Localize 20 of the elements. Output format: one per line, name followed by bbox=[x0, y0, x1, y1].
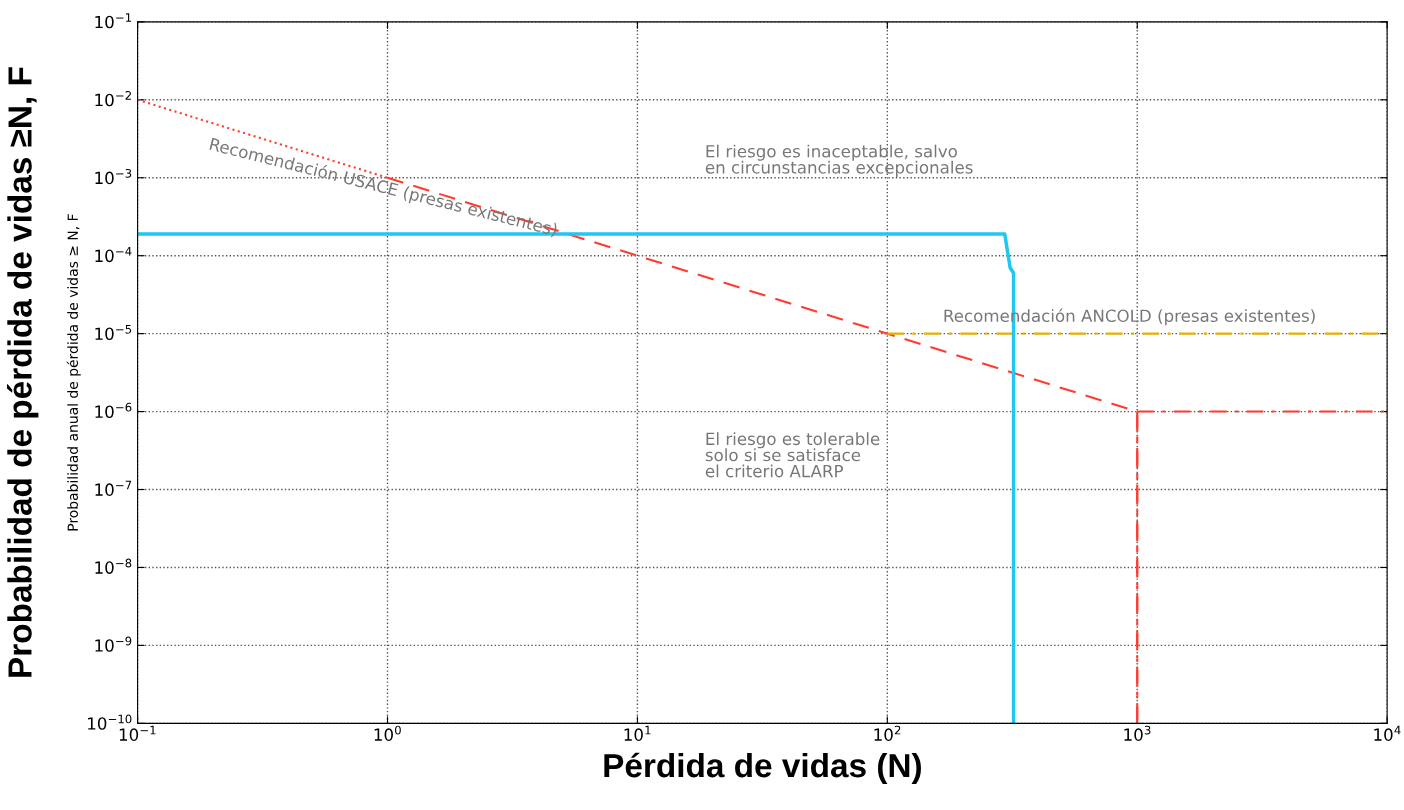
x-tick-label: 10$^{0}$ bbox=[374, 725, 401, 741]
x-tick-label: 10$^{2}$ bbox=[874, 725, 901, 741]
y-tick-label: 10$^{−2}$ bbox=[95, 90, 131, 107]
x-tick-label: 10$^{3}$ bbox=[1124, 725, 1151, 741]
y-tick-label: 10$^{−5}$ bbox=[95, 324, 132, 341]
x-tick-label: 10$^{1}$ bbox=[624, 725, 651, 741]
y-tick-label: 10$^{−8}$ bbox=[95, 558, 132, 574]
x-axis-title: Pérdida de vidas (N) bbox=[604, 752, 921, 785]
annotation: El riesgo es inaceptable, salvo en circunstancias excepcionales bbox=[705, 144, 973, 177]
y-tick-label: 10$^{−3}$ bbox=[95, 168, 132, 185]
text: Probabilidad de pérdida de vidas ≥N, F bbox=[7, 67, 39, 677]
y-tick-label: 10$^{−7}$ bbox=[95, 480, 132, 496]
x-tick-label: 10$^{4}$ bbox=[1374, 725, 1401, 741]
x-tick-label: 10$^{−1}$ bbox=[119, 725, 156, 741]
y-axis-title: Probabilidad anual de pérdida de vidas ≥ N, F bbox=[66, 214, 81, 531]
y-tick-label: 10$^{−4}$ bbox=[95, 247, 132, 263]
y-tick-label: 10$^{−9}$ bbox=[95, 636, 132, 652]
annotation: El riesgo es tolerable solo si se satisface el criterio ALARP bbox=[705, 432, 880, 478]
y-tick-label: 10$^{−6}$ bbox=[95, 402, 132, 419]
y-tick-label: 10$^{−1}$ bbox=[95, 13, 132, 29]
